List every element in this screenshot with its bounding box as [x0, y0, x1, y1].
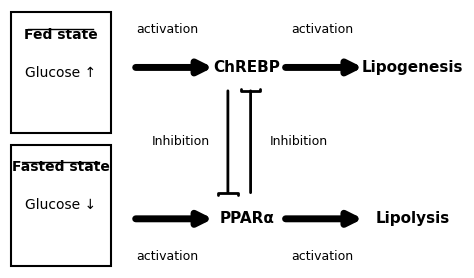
Text: activation: activation: [291, 23, 353, 36]
Text: Lipolysis: Lipolysis: [375, 211, 450, 226]
Text: Fasted state: Fasted state: [12, 160, 109, 174]
Text: Inhibition: Inhibition: [152, 135, 210, 148]
Text: Glucose ↓: Glucose ↓: [25, 198, 96, 212]
Text: Glucose ↑: Glucose ↑: [25, 66, 96, 80]
Text: activation: activation: [291, 250, 353, 264]
Text: activation: activation: [137, 23, 199, 36]
Text: Lipogenesis: Lipogenesis: [362, 60, 464, 75]
Text: PPARα: PPARα: [219, 211, 274, 226]
Text: ChREBP: ChREBP: [213, 60, 281, 75]
FancyBboxPatch shape: [11, 13, 111, 133]
Text: activation: activation: [137, 250, 199, 264]
Text: Inhibition: Inhibition: [270, 135, 328, 148]
Text: Fed state: Fed state: [24, 28, 98, 41]
FancyBboxPatch shape: [11, 145, 111, 265]
